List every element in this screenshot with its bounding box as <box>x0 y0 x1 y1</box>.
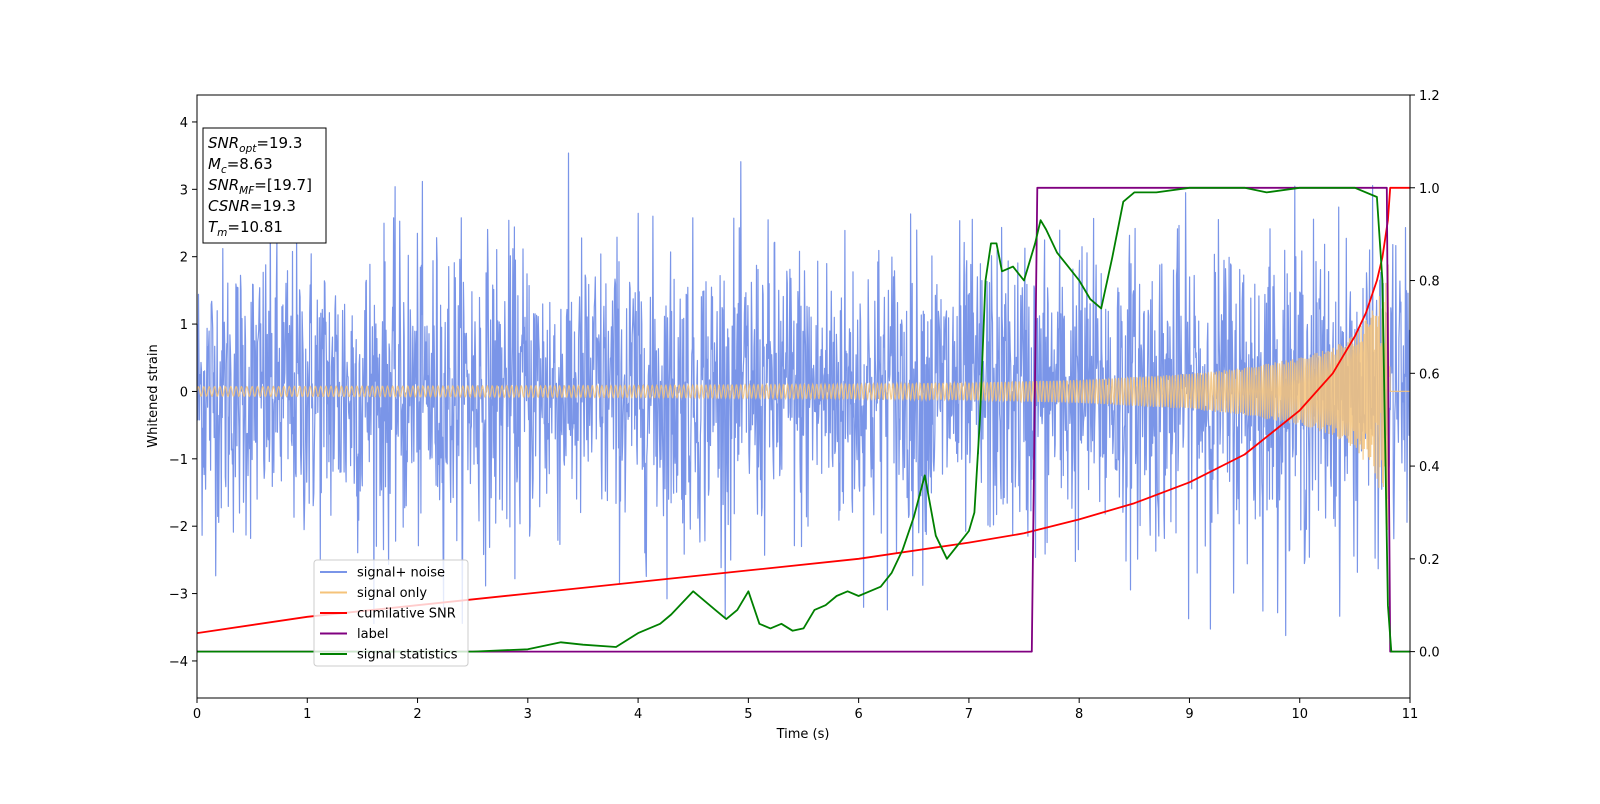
x-tick-label: 3 <box>524 707 532 722</box>
y-left-tick-label: 1 <box>180 318 188 333</box>
plot-frame <box>196 94 1411 699</box>
legend-label: signal only <box>357 586 427 601</box>
info-line: Mc=8.63 <box>208 155 273 176</box>
y-axis-right: 0.0 0.2 0.4 0.6 0.8 1.0 1.2 <box>1410 89 1440 661</box>
series-signal-statistics <box>197 186 1410 653</box>
legend: signal+ noise signal only cumilative SNR la… <box>313 559 469 667</box>
legend-frame <box>313 559 469 667</box>
y-left-tick-label: 0 <box>180 385 188 400</box>
legend-label: label <box>357 627 388 642</box>
y-right-tick-label: 0.6 <box>1419 367 1440 382</box>
x-tick-label: 9 <box>1185 707 1193 722</box>
y-right-tick-label: 1.0 <box>1419 182 1440 197</box>
info-box-frame <box>202 127 327 244</box>
series-cumilative-snr <box>197 186 1410 634</box>
info-line: Tm=10.81 <box>208 218 283 239</box>
x-axis-label: Time (s) <box>776 727 830 742</box>
series-signal-only <box>197 264 1410 531</box>
y-right-tick-label: 1.2 <box>1419 89 1440 104</box>
x-tick-label: 1 <box>303 707 311 722</box>
legend-label: signal+ noise <box>357 566 445 581</box>
y-right-tick-label: 0.4 <box>1419 460 1440 475</box>
y-left-tick-label: −2 <box>169 520 188 535</box>
info-line: SNRopt=19.3 <box>208 134 302 155</box>
y-left-tick-label: −3 <box>169 588 188 603</box>
x-tick-label: 7 <box>965 707 973 722</box>
y-left-tick-label: 4 <box>180 116 188 131</box>
x-tick-label: 4 <box>634 707 642 722</box>
y-axis-left: −4 −3 −2 −1 0 1 2 3 4 <box>169 116 197 670</box>
y-left-tick-label: 3 <box>180 183 188 198</box>
x-tick-label: 0 <box>193 707 201 722</box>
y-right-tick-label: 0.2 <box>1419 553 1440 568</box>
y-left-tick-label: −1 <box>169 453 188 468</box>
x-tick-label: 5 <box>744 707 752 722</box>
y-right-tick-label: 0.0 <box>1419 646 1440 661</box>
x-tick-label: 2 <box>413 707 421 722</box>
info-line: CSNR=19.3 <box>208 197 296 215</box>
legend-label: signal statistics <box>357 648 458 663</box>
y-right-tick-label: 0.8 <box>1419 275 1440 290</box>
x-axis: 0 1 2 3 4 5 6 7 8 9 10 11 <box>193 698 1418 722</box>
series-layer <box>197 152 1410 653</box>
info-line: SNRMF=[19.7] <box>208 176 312 197</box>
x-tick-label: 6 <box>854 707 862 722</box>
x-tick-label: 8 <box>1075 707 1083 722</box>
x-tick-label: 11 <box>1402 707 1419 722</box>
y-left-tick-label: −4 <box>169 655 188 670</box>
y-left-tick-label: 2 <box>180 251 188 266</box>
x-tick-label: 10 <box>1291 707 1308 722</box>
legend-label: cumilative SNR <box>357 607 456 622</box>
y-axis-label: Whitened strain <box>146 344 161 447</box>
